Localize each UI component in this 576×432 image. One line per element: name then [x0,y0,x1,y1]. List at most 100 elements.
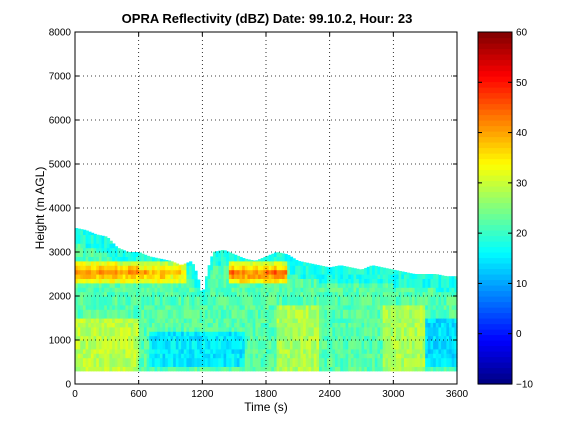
heatmap-cell [175,291,180,297]
heatmap-cell [422,362,426,367]
heatmap-cell [112,265,116,271]
heatmap-cell [316,291,320,297]
heatmap-cell [260,335,264,341]
heatmap-cell [231,269,235,275]
heatmap-cell [287,322,291,328]
heatmap-cell [430,322,434,328]
heatmap-cell [204,362,209,367]
heatmap-cell [96,287,100,293]
heatmap-cell [266,265,270,271]
heatmap-cell [401,271,405,275]
heatmap-cell [340,282,344,288]
heatmap-cell [324,353,328,359]
heatmap-cell [167,282,172,288]
heatmap-cell [374,296,379,301]
heatmap-cell [175,353,180,359]
heatmap-cell [258,265,262,271]
heatmap-cell [263,322,267,328]
heatmap-cell [178,304,182,310]
heatmap-cell [313,357,317,363]
heatmap-cell [146,269,150,275]
heatmap-cell [292,335,296,341]
heatmap-cell [82,238,87,244]
heatmap-cell [366,266,371,271]
heatmap-cell [234,309,238,315]
heatmap-cell [369,348,373,354]
heatmap-cell [382,309,386,315]
heatmap-cell [212,304,217,310]
heatmap-cell [313,348,317,354]
heatmap-cell [204,313,209,319]
heatmap-cell [356,344,360,350]
heatmap-cell [327,313,331,319]
heatmap-cell [252,269,256,275]
heatmap-cell [204,357,209,363]
heatmap-cell [279,322,283,328]
heatmap-cell [138,278,142,284]
heatmap-cell [358,304,363,310]
heatmap-cell [337,296,341,301]
heatmap-cell [311,309,315,315]
heatmap-cell [403,331,408,337]
heatmap-cell [85,326,89,332]
heatmap-cell [128,344,132,350]
heatmap-cell [88,265,92,271]
heatmap-cell [98,291,103,297]
heatmap-cell [75,344,79,350]
heatmap-cell [313,335,317,341]
heatmap-cell [446,296,450,301]
heatmap-cell [109,240,113,244]
heatmap-cell [273,322,278,328]
heatmap-cell [401,287,405,293]
heatmap-cell [96,247,100,253]
heatmap-cell [332,318,336,323]
heatmap-cell [98,344,103,350]
heatmap-cell [109,282,113,288]
heatmap-cell [327,309,331,315]
heatmap-cell [425,326,429,332]
heatmap-cell [427,278,432,284]
heatmap-cell [114,296,119,301]
heatmap-cell [329,340,333,345]
heatmap-cell [382,304,386,310]
heatmap-cell [292,258,296,262]
heatmap-cell [401,274,405,279]
heatmap-cell [143,300,148,306]
heatmap-cell [350,278,355,284]
heatmap-cell [191,362,195,367]
heatmap-cell [263,340,267,345]
heatmap-cell [101,362,105,367]
heatmap-cell [454,313,458,319]
heatmap-cell [159,265,164,271]
grid-lines [75,32,457,384]
heatmap-cell [316,322,320,328]
heatmap-cell [353,300,357,306]
heatmap-cell [90,238,95,244]
heatmap-cell [189,309,193,315]
heatmap-cell [311,357,315,363]
heatmap-cell [409,273,413,275]
heatmap-cell [109,256,113,262]
heatmap-cell [199,296,203,301]
heatmap-cell [146,331,150,337]
heatmap-cell [435,326,440,332]
heatmap-cell [236,313,241,319]
heatmap-cell [438,291,442,297]
heatmap-cell [334,269,339,275]
heatmap-cell [159,304,164,310]
heatmap-cell [75,348,79,354]
heatmap-cell [332,304,336,310]
heatmap-cell [154,278,158,284]
heatmap-cell [358,331,363,337]
heatmap-cell [141,256,145,262]
heatmap-cell [369,357,373,363]
heatmap-cell [403,335,408,341]
heatmap-cell [189,353,193,359]
heatmap-cell [165,331,169,337]
heatmap-cell [258,322,262,328]
heatmap-cell [284,348,288,354]
heatmap-cell [220,252,225,257]
heatmap-cell [157,344,161,350]
heatmap-cell [311,263,315,266]
heatmap-cell [417,318,421,323]
